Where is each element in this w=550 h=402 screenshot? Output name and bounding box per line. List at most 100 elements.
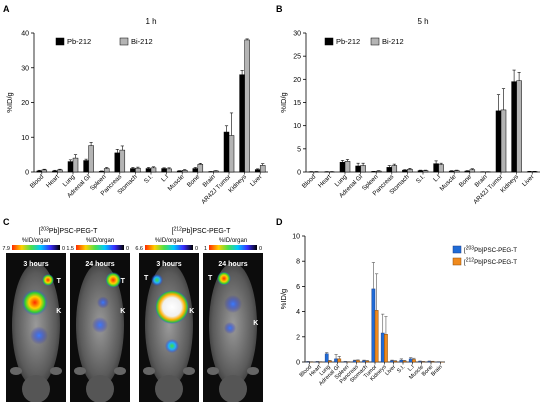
bar-bi-212 [228, 135, 235, 173]
legend-swatch [452, 257, 462, 266]
x-tick-label: Muscle [439, 173, 458, 192]
mouse-head [155, 375, 183, 402]
y-axis-label: %ID/g [279, 289, 288, 309]
bar-bi-212 [135, 167, 141, 173]
y-tick-label: 25 [293, 54, 301, 61]
bar-bi-212 [453, 170, 460, 173]
x-tick-label: L.I [160, 173, 170, 183]
organ-marker: T [208, 275, 213, 282]
bar--203pb-psc-peg-t [399, 359, 404, 363]
colorbar-max: 6.6 [135, 246, 143, 252]
bar-bi-212 [119, 149, 126, 173]
title-bracket: [ [172, 228, 174, 235]
y-axis-label: %ID/g [5, 92, 14, 112]
signal-hotspot [21, 289, 48, 316]
colorbar-gradient [12, 245, 60, 250]
mouse-forelimb [74, 367, 86, 375]
time-label: 3 hours [156, 261, 181, 268]
y-tick-label: 15 [293, 100, 301, 107]
y-tick-label: 10 [292, 234, 300, 241]
bar-pb-212 [36, 170, 43, 173]
mouse-head [86, 375, 114, 402]
bar-bi-212 [166, 168, 172, 173]
chart-title: 5 h [417, 17, 428, 26]
bar--203pb-psc-peg-t [352, 360, 357, 363]
y-tick-label: 10 [293, 123, 301, 130]
bar--212pb-psc-peg-t [430, 361, 435, 363]
bar-bi-212 [197, 164, 204, 173]
bar-pb-212 [417, 170, 424, 173]
bar-pb-212 [448, 170, 455, 173]
bar--212pb-psc-peg-t [374, 310, 379, 363]
x-tick-label: Bone [458, 173, 474, 189]
bar-bi-212 [41, 169, 48, 173]
x-tick-label: Muscle [167, 173, 186, 192]
x-tick-label: Blood [29, 173, 46, 190]
colorbar-max: 7.9 [2, 246, 10, 252]
legend-label: [212Pb]PSC-PEG-T [464, 258, 517, 267]
colorbar-min: 0 [195, 246, 198, 252]
bar-pb-212 [98, 171, 105, 173]
x-tick-label: Liver [521, 173, 536, 188]
bar-pb-212 [192, 168, 199, 173]
organ-marker: T [57, 278, 62, 285]
mouse-head [219, 375, 247, 402]
organ-marker: K [253, 320, 258, 327]
imaging-group-title: [203Pb]PSC-PEG-T [39, 227, 99, 236]
x-tick-label: S.I. [415, 173, 427, 185]
legend-superscript: 212 [466, 258, 475, 264]
colorbar-max: 1.5 [66, 246, 74, 252]
x-tick-label: S.I. [396, 364, 406, 374]
bar-bi-212 [72, 157, 79, 173]
bar-bi-212 [344, 161, 351, 173]
colorbar-gradient [76, 245, 124, 250]
title-superscript: 212 [173, 227, 182, 233]
bar-bi-212 [150, 167, 157, 173]
bar-bi-212 [181, 170, 188, 173]
bar-bi-212 [407, 168, 413, 173]
bar-pb-212 [83, 160, 89, 173]
mouse-head [22, 375, 50, 402]
bar-pb-212 [495, 110, 502, 173]
bar-pb-212 [52, 170, 58, 173]
bar-pb-212 [339, 162, 346, 173]
signal-hotspot [165, 339, 179, 353]
y-tick-label: 2 [296, 334, 300, 341]
mouse-body [12, 263, 60, 387]
panel-letter-c: C [3, 217, 10, 227]
time-label: 24 hours [85, 261, 114, 268]
y-tick-label: 20 [293, 77, 301, 84]
legend-superscript: 203 [466, 246, 475, 252]
signal-hotspot [42, 274, 54, 286]
colorbar-unit: %ID/organ [86, 238, 114, 244]
title-bracket: [ [39, 228, 41, 235]
time-label: 24 hours [218, 261, 247, 268]
bar-bi-212 [88, 145, 94, 173]
bar-bi-212 [244, 39, 250, 173]
bar-pb-212 [254, 169, 261, 173]
y-tick-label: 8 [296, 259, 300, 266]
x-tick-label: L.I [432, 173, 442, 183]
bar-bi-212 [360, 165, 366, 173]
title-superscript: 203 [40, 227, 49, 233]
legend-text: Pb]PSC-PEG-T [474, 247, 517, 254]
bar--203pb-psc-peg-t [324, 353, 329, 363]
legend-bracket: [ [464, 247, 466, 254]
legend-label: Bi-212 [382, 37, 404, 46]
x-tick-label: Bone [186, 173, 202, 189]
y-tick-label: 5 [297, 146, 301, 153]
signal-hotspot [151, 274, 163, 286]
time-label: 3 hours [23, 261, 48, 268]
panel-letter-d: D [276, 217, 283, 227]
colorbar-min: 0 [126, 246, 129, 252]
x-tick-label: Liver [249, 173, 264, 188]
signal-hotspot [30, 326, 48, 345]
mouse-forelimb [207, 367, 219, 375]
bar--212pb-psc-peg-t [393, 360, 398, 363]
bar-pb-212 [402, 169, 408, 173]
mouse-forelimb [50, 367, 62, 375]
bar-pb-212 [145, 168, 152, 173]
bar-pb-212 [114, 152, 121, 173]
